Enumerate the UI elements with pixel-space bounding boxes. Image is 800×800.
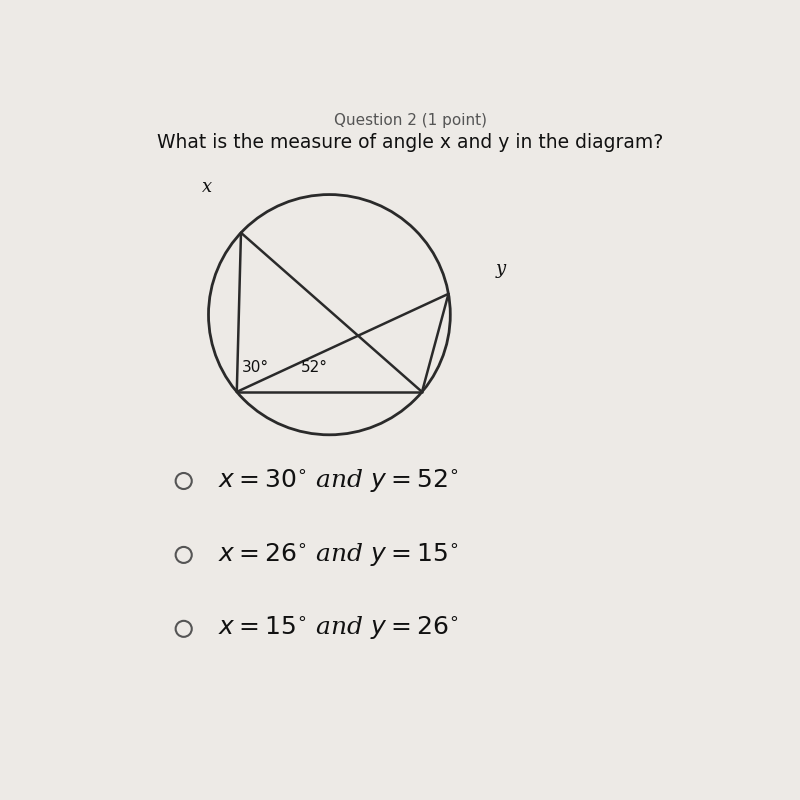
Text: 52°: 52°: [301, 360, 328, 374]
Text: x: x: [202, 178, 212, 195]
Text: What is the measure of angle x and y in the diagram?: What is the measure of angle x and y in …: [157, 133, 663, 152]
Text: y: y: [496, 260, 506, 278]
Text: Question 2 (1 point): Question 2 (1 point): [334, 114, 486, 128]
Text: $x = 15^{\circ}$ and $y = 26^{\circ}$: $x = 15^{\circ}$ and $y = 26^{\circ}$: [218, 615, 458, 642]
Text: 30°: 30°: [242, 360, 269, 374]
Text: $x = 30^{\circ}$ and $y = 52^{\circ}$: $x = 30^{\circ}$ and $y = 52^{\circ}$: [218, 467, 458, 494]
Text: $x = 26^{\circ}$ and $y = 15^{\circ}$: $x = 26^{\circ}$ and $y = 15^{\circ}$: [218, 542, 458, 569]
